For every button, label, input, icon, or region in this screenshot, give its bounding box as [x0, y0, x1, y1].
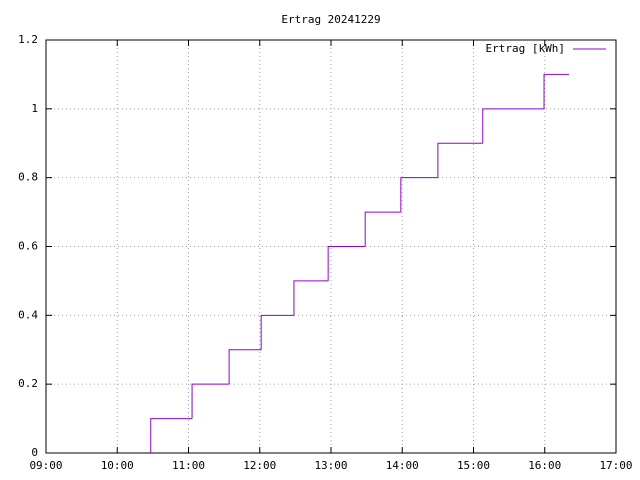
plot-border [45, 39, 617, 454]
y-tick-label: 0.4 [18, 308, 38, 321]
step-segment [364, 211, 401, 247]
step-segment [327, 246, 366, 281]
step-segment [150, 418, 193, 453]
y-tick-label: 0 [31, 446, 38, 459]
step-segment [437, 142, 483, 178]
x-tick-label: 13:00 [314, 459, 347, 472]
step-segment [293, 280, 329, 316]
legend-label: Ertrag [kWh] [486, 42, 565, 55]
x-tick-label: 09:00 [29, 459, 62, 472]
y-tick-label: 0.8 [18, 171, 38, 184]
y-tick-label: 0.6 [18, 240, 38, 253]
x-tick-label: 16:00 [528, 459, 561, 472]
y-tick-label: 0.2 [18, 377, 38, 390]
y-tick-label: 1 [31, 102, 38, 115]
x-tick-label: 12:00 [243, 459, 276, 472]
chart-title: Ertrag 20241229 [281, 13, 380, 26]
x-tick-label: 11:00 [172, 459, 205, 472]
x-tick-label: 17:00 [599, 459, 632, 472]
step-segment [260, 314, 294, 350]
step-segment [191, 383, 230, 419]
step-segment [482, 108, 545, 144]
x-tick-label: 15:00 [457, 459, 490, 472]
x-tick-label: 14:00 [386, 459, 419, 472]
step-segment [543, 73, 569, 109]
step-segment [400, 177, 438, 213]
y-tick-label: 1.2 [18, 33, 38, 46]
step-segment [228, 349, 262, 385]
x-tick-label: 10:00 [101, 459, 134, 472]
